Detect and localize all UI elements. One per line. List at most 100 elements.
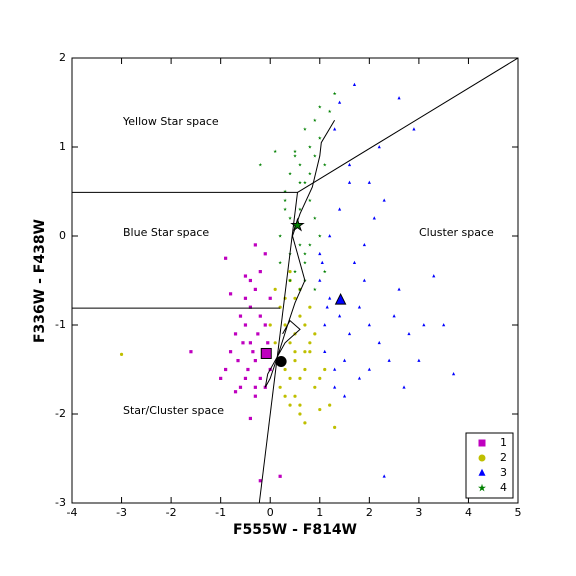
point [253,394,257,398]
point [422,323,426,327]
point [298,412,302,416]
point [318,278,322,282]
point [258,162,263,167]
median-marker [290,217,305,232]
point [322,269,327,274]
point [333,385,337,389]
point [342,394,347,398]
median-marker [334,292,347,305]
point [338,207,342,211]
point [317,234,322,238]
point [189,350,193,354]
point [273,149,277,153]
point [317,136,322,140]
median-marker [275,355,287,367]
point [283,207,287,211]
point [362,278,366,282]
point [352,82,357,86]
point [228,350,233,354]
point [342,358,347,362]
point [298,287,302,291]
point [317,105,322,109]
point [258,270,262,274]
point [248,341,252,345]
point [233,390,238,394]
x-tick-label: -1 [215,506,226,519]
point [347,180,352,184]
point [357,376,362,380]
point [243,274,248,278]
point [293,269,297,274]
point [417,358,421,362]
legend-label: 4 [500,481,507,494]
point [253,243,257,247]
point [298,376,302,380]
point [333,127,337,131]
point [367,323,371,327]
point [253,359,257,363]
point [273,341,277,345]
point [298,207,302,211]
y-tick-label: -2 [55,407,66,420]
point [236,359,240,363]
point [278,234,282,238]
point [303,367,307,372]
x-tick-label: 0 [267,506,274,519]
point [298,242,302,247]
point [303,421,307,425]
point [258,314,262,318]
point [283,323,287,327]
point [328,296,332,300]
point [288,216,292,220]
point [283,198,287,202]
point [333,367,337,371]
point [251,350,255,354]
point [313,216,317,220]
point [327,109,332,113]
point [233,332,238,336]
x-tick-label: -3 [116,506,127,519]
legend-label: 2 [500,451,507,464]
annotation: Star/Cluster space [123,404,224,417]
point [303,127,307,131]
point [288,341,292,345]
legend-marker [478,439,486,447]
point [303,350,307,354]
point [387,358,391,362]
legend-box [465,432,514,499]
point [333,425,337,429]
point [243,323,248,327]
y-tick-label: 1 [59,140,66,153]
point [397,287,401,291]
legend-marker [478,468,486,476]
point [357,305,362,309]
point [402,385,406,389]
x-tick-label: 4 [465,506,472,519]
point [278,474,282,478]
point [318,376,322,380]
y-tick-label: 0 [59,229,66,242]
point [253,385,257,389]
point [308,198,312,202]
point [308,145,312,149]
point [298,180,302,185]
point [407,331,411,336]
point [372,216,376,220]
point [313,385,317,389]
point [313,287,317,291]
point [283,394,287,398]
point [382,198,386,202]
point [442,323,446,327]
boundary-line [297,58,518,193]
point [293,394,297,398]
annotation: Cluster space [419,226,494,239]
point [303,323,307,327]
point [303,180,307,185]
legend-marker [478,483,486,492]
point [283,189,287,194]
point [288,376,292,380]
point [298,162,302,167]
point [263,252,267,256]
point [268,323,272,327]
